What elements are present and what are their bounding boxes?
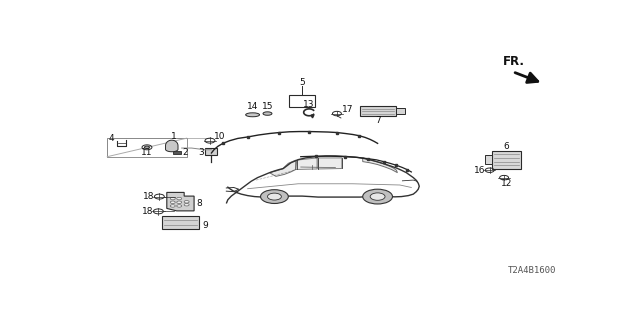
Text: 11: 11 [141, 148, 153, 157]
Polygon shape [363, 158, 397, 173]
Text: 17: 17 [342, 105, 353, 114]
Bar [205, 148, 218, 155]
Text: 16: 16 [474, 166, 486, 175]
Text: 1: 1 [172, 132, 177, 141]
Text: 8: 8 [196, 199, 202, 208]
Bar [162, 216, 199, 229]
Text: 18: 18 [143, 192, 154, 201]
Circle shape [170, 201, 175, 204]
Text: 18: 18 [141, 207, 153, 216]
Text: 7: 7 [375, 116, 381, 125]
Ellipse shape [246, 113, 260, 117]
Ellipse shape [263, 112, 272, 115]
Bar [396, 108, 405, 114]
Text: 10: 10 [214, 132, 226, 141]
Polygon shape [166, 140, 178, 152]
Circle shape [184, 201, 189, 203]
Text: 3: 3 [198, 148, 204, 157]
Polygon shape [318, 158, 342, 169]
Text: 12: 12 [501, 179, 512, 188]
Bar [484, 156, 492, 164]
Circle shape [260, 190, 288, 204]
Circle shape [177, 205, 182, 207]
Bar [289, 95, 315, 108]
Polygon shape [296, 158, 317, 170]
Bar [108, 138, 187, 157]
Text: 13: 13 [303, 100, 315, 109]
Circle shape [170, 197, 175, 200]
Text: 5: 5 [300, 78, 305, 87]
Text: 6: 6 [504, 141, 509, 151]
Text: 15: 15 [262, 102, 273, 111]
Bar [173, 151, 180, 154]
Circle shape [177, 197, 182, 200]
Text: 14: 14 [247, 102, 259, 111]
Circle shape [145, 146, 150, 148]
Text: 9: 9 [202, 221, 208, 230]
Polygon shape [167, 192, 194, 211]
Circle shape [363, 189, 392, 204]
Bar [492, 150, 522, 169]
Text: T2A4B1600: T2A4B1600 [508, 267, 556, 276]
Circle shape [170, 205, 175, 207]
Text: 4: 4 [108, 134, 114, 143]
Circle shape [268, 193, 282, 200]
Polygon shape [269, 160, 296, 176]
Text: 2: 2 [183, 148, 188, 157]
Circle shape [177, 201, 182, 204]
Circle shape [184, 204, 189, 206]
Circle shape [370, 193, 385, 200]
Text: FR.: FR. [502, 55, 525, 68]
Bar [360, 106, 396, 116]
